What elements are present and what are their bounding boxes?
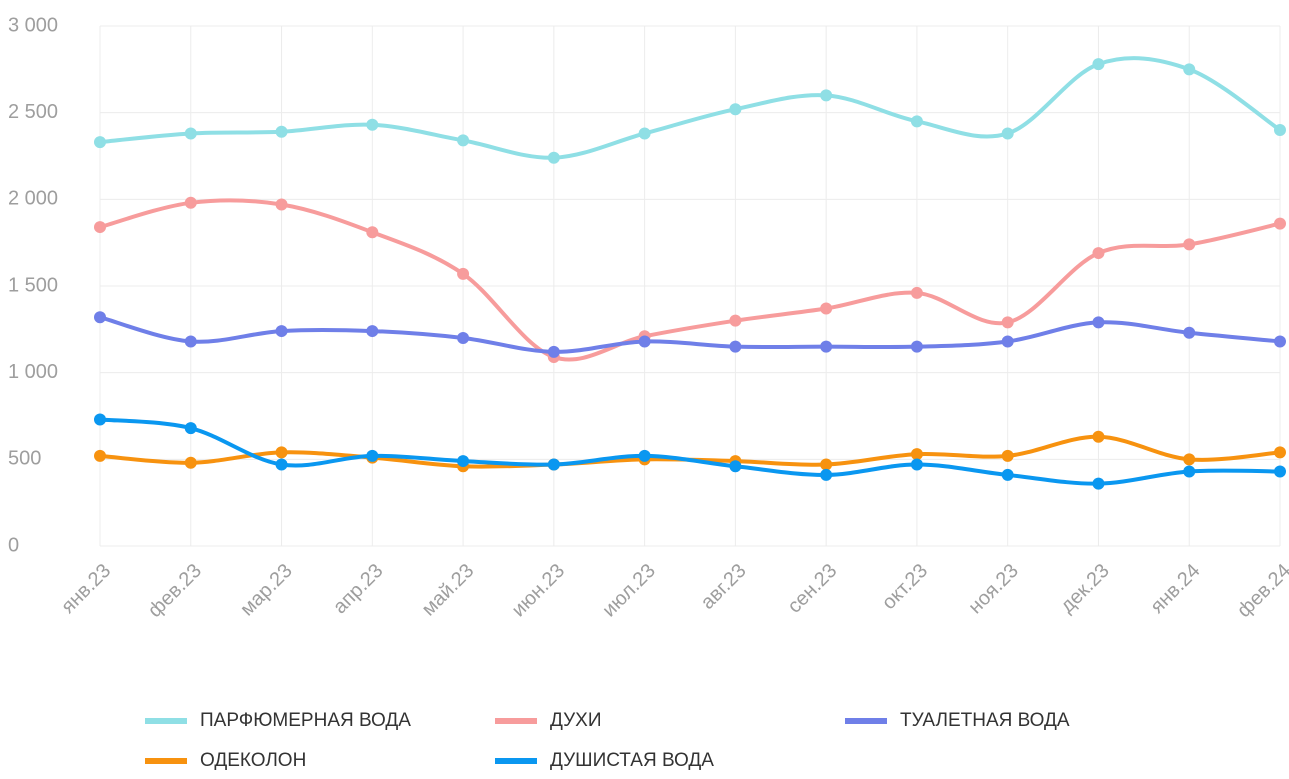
- y-tick-label: 1 000: [8, 361, 58, 383]
- series-line: [99, 315, 1281, 354]
- data-point: [366, 325, 379, 338]
- data-point: [820, 89, 833, 102]
- data-point: [1183, 465, 1196, 478]
- x-tick-label: июл.23: [598, 560, 660, 622]
- x-tick-label: мар.23: [236, 560, 297, 621]
- data-point: [729, 314, 742, 327]
- series-line: [99, 56, 1282, 160]
- data-point: [820, 458, 833, 471]
- y-tick-label: 2 000: [8, 188, 58, 210]
- data-point: [547, 345, 560, 358]
- y-tick-label: 3 000: [8, 14, 58, 36]
- series-line: [99, 198, 1281, 362]
- data-point: [910, 115, 923, 128]
- data-point: [275, 446, 288, 459]
- data-point: [1274, 465, 1286, 478]
- data-point: [275, 458, 288, 471]
- data-point: [1183, 238, 1196, 251]
- data-point: [1001, 468, 1014, 481]
- data-point: [638, 335, 651, 348]
- data-point: [820, 468, 833, 481]
- legend-label: ОДЕКОЛОН: [200, 750, 306, 771]
- data-point: [94, 221, 106, 234]
- data-point: [275, 198, 288, 211]
- data-point: [1183, 63, 1196, 76]
- data-point: [1274, 217, 1286, 230]
- data-point: [184, 456, 197, 469]
- data-point: [1092, 58, 1105, 71]
- data-point: [1001, 316, 1014, 329]
- y-tick-label: 1 500: [8, 274, 58, 296]
- data-point: [94, 311, 106, 324]
- x-tick-label: май.23: [418, 560, 479, 621]
- x-tick-label: окт.23: [878, 560, 932, 614]
- x-tick-label: сен.23: [783, 560, 841, 618]
- data-point: [275, 125, 288, 138]
- data-point: [366, 449, 379, 462]
- data-point: [94, 136, 106, 149]
- data-point: [1001, 335, 1014, 348]
- data-point: [1274, 124, 1286, 136]
- data-point: [1183, 326, 1196, 339]
- x-tick-label: июн.23: [508, 560, 570, 622]
- data-point: [184, 422, 197, 435]
- data-point: [366, 226, 379, 239]
- data-point: [94, 449, 106, 462]
- data-point: [1092, 430, 1105, 443]
- data-point: [275, 325, 288, 338]
- data-point: [638, 449, 651, 462]
- data-point: [1001, 127, 1014, 140]
- legend-label: ПАРФЮМЕРНАЯ ВОДА: [200, 710, 411, 731]
- data-point: [1274, 446, 1286, 459]
- data-point: [1092, 477, 1105, 490]
- data-point: [820, 302, 833, 315]
- x-tick-label: дек.23: [1056, 560, 1114, 618]
- data-point: [184, 127, 197, 140]
- y-tick-label: 0: [8, 534, 19, 556]
- data-point: [547, 151, 560, 164]
- x-tick-label: авг.23: [697, 560, 751, 614]
- data-point: [547, 458, 560, 471]
- x-tick-label: фев.24: [1233, 560, 1289, 622]
- y-tick-label: 500: [8, 448, 41, 470]
- data-point: [94, 413, 106, 426]
- data-point: [729, 460, 742, 473]
- x-tick-label: ноя.23: [964, 560, 1023, 619]
- data-point: [184, 196, 197, 209]
- data-point: [1092, 247, 1105, 260]
- data-point: [910, 448, 923, 461]
- x-tick-label: апр.23: [329, 560, 388, 619]
- data-point: [457, 267, 470, 280]
- legend-label: ДУШИСТАЯ ВОДА: [550, 750, 714, 771]
- data-point: [1001, 449, 1014, 462]
- legend-label: ТУАЛЕТНАЯ ВОДА: [900, 710, 1070, 731]
- data-point: [366, 118, 379, 131]
- legend-label: ДУХИ: [550, 710, 601, 731]
- data-point: [820, 340, 833, 353]
- y-tick-label: 2 500: [8, 101, 58, 123]
- data-point: [638, 127, 651, 140]
- data-point: [1183, 453, 1196, 466]
- x-tick-label: янв.24: [1146, 560, 1204, 618]
- data-point: [457, 134, 470, 147]
- data-point: [910, 286, 923, 299]
- data-point: [910, 458, 923, 471]
- data-point: [910, 340, 923, 353]
- x-tick-label: янв.23: [57, 560, 115, 618]
- data-point: [457, 455, 470, 468]
- data-point: [184, 335, 197, 348]
- data-point: [1092, 316, 1105, 329]
- x-tick-label: фев.23: [144, 560, 206, 622]
- data-point: [729, 103, 742, 116]
- data-point: [457, 332, 470, 344]
- data-point: [1274, 335, 1286, 348]
- data-point: [729, 340, 742, 353]
